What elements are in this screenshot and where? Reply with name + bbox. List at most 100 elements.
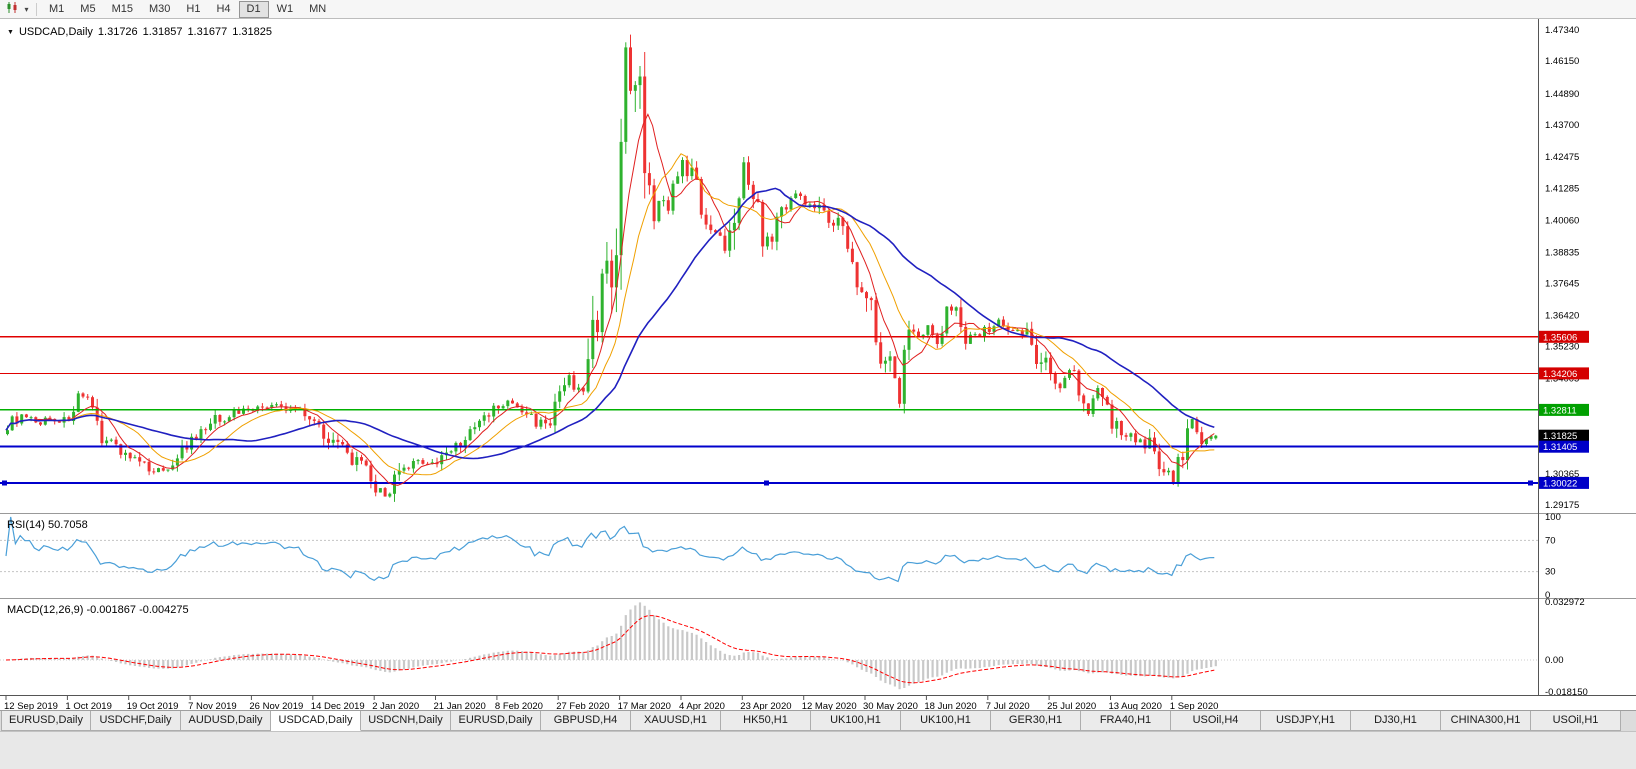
chart-type-dropdown-icon[interactable]: ▾	[21, 1, 32, 18]
svg-text:1.36420: 1.36420	[1545, 311, 1579, 322]
svg-text:1.41285: 1.41285	[1545, 183, 1579, 194]
chart-tab-usdcad-daily[interactable]: USDCAD,Daily	[271, 711, 361, 731]
timeframe-button-d1[interactable]: D1	[238, 0, 269, 18]
svg-text:8 Feb 2020: 8 Feb 2020	[495, 701, 543, 710]
svg-text:1.32811: 1.32811	[1543, 405, 1577, 416]
timeframe-button-m30[interactable]: M30	[141, 1, 178, 18]
svg-text:1.34206: 1.34206	[1543, 369, 1577, 380]
svg-text:1.47340: 1.47340	[1545, 25, 1579, 36]
svg-text:1.31825: 1.31825	[1543, 431, 1577, 442]
timeframe-button-h4[interactable]: H4	[208, 1, 238, 18]
svg-text:1.43700: 1.43700	[1545, 120, 1579, 131]
chart-tab-china300-h1[interactable]: CHINA300,H1	[1441, 711, 1531, 731]
chart-tab-hk50-h1[interactable]: HK50,H1	[721, 711, 811, 731]
chart-tab-gbpusd-h4[interactable]: GBPUSD,H4	[541, 711, 631, 731]
ohlc-close-value: 1.31825	[232, 26, 272, 38]
panel-separators	[0, 19, 1636, 696]
svg-text:17 Mar 2020: 17 Mar 2020	[618, 701, 671, 710]
collapse-chart-icon[interactable]: ▼	[7, 28, 14, 36]
svg-text:14 Dec 2019: 14 Dec 2019	[311, 701, 365, 710]
chart-tab-eurusd-daily[interactable]: EURUSD,Daily	[451, 711, 541, 731]
chart-tab-ger30-h1[interactable]: GER30,H1	[991, 711, 1081, 731]
timeframe-button-w1[interactable]: W1	[269, 1, 302, 18]
chart-tab-dj30-h1[interactable]: DJ30,H1	[1351, 711, 1441, 731]
horizontal-level-lines[interactable]	[0, 336, 1538, 486]
svg-text:4 Apr 2020: 4 Apr 2020	[679, 701, 725, 710]
timeframe-button-m5[interactable]: M5	[72, 1, 103, 18]
svg-text:1.40060: 1.40060	[1545, 215, 1579, 226]
macd-indicator-label: MACD(12,26,9) -0.001867 -0.004275	[7, 604, 189, 616]
svg-text:1.38835: 1.38835	[1545, 247, 1579, 258]
svg-text:1.46150: 1.46150	[1545, 56, 1579, 67]
svg-text:70: 70	[1545, 535, 1556, 546]
svg-text:26 Nov 2019: 26 Nov 2019	[249, 701, 303, 710]
ohlc-high-value: 1.31857	[142, 26, 183, 38]
svg-text:1.35606: 1.35606	[1543, 332, 1577, 343]
rsi-line	[5, 516, 1215, 583]
chart-tab-usdcnh-daily[interactable]: USDCNH,Daily	[361, 711, 451, 731]
svg-text:1.29175: 1.29175	[1545, 500, 1579, 511]
chart-tab-eurusd-daily[interactable]: EURUSD,Daily	[1, 711, 91, 731]
macd-panel	[0, 602, 1538, 690]
toolbar-separator	[36, 2, 37, 16]
chart-tab-xauusd-h1[interactable]: XAUUSD,H1	[631, 711, 721, 731]
chart-tab-audusd-daily[interactable]: AUDUSD,Daily	[181, 711, 271, 731]
chart-tab-usoil-h1[interactable]: USOil,H1	[1531, 711, 1621, 731]
svg-text:23 Apr 2020: 23 Apr 2020	[740, 701, 791, 710]
svg-text:1 Sep 2020: 1 Sep 2020	[1170, 701, 1219, 710]
time-axis[interactable]: 12 Sep 2019 1 Oct 2019 19 Oct 2019 7 Nov 20…	[4, 696, 1219, 712]
svg-text:1.42475: 1.42475	[1545, 152, 1579, 163]
chart-tab-bar: EURUSD,Daily USDCHF,Daily AUDUSD,Daily USDC…	[0, 710, 1636, 731]
chart-window: 12 Sep 2019 1 Oct 2019 19 Oct 2019 7 Nov 20…	[0, 19, 1636, 712]
chart-tab-uk100-h1[interactable]: UK100,H1	[811, 711, 901, 731]
svg-text:12 Sep 2019: 12 Sep 2019	[4, 701, 58, 710]
ohlc-open-value: 1.31726	[97, 26, 138, 38]
chart-tab-fra40-h1[interactable]: FRA40,H1	[1081, 711, 1171, 731]
svg-text:1.30022: 1.30022	[1543, 478, 1577, 489]
svg-text:30 May 2020: 30 May 2020	[863, 701, 918, 710]
status-bar	[0, 731, 1636, 769]
indicator-scales: 100 70 30 00.032972 0.00 -0.018150	[1545, 512, 1588, 698]
timeframe-toolbar: M1 M5 M15 M30 H1 H4 D1 W1 MN	[41, 0, 334, 19]
svg-text:1.44890: 1.44890	[1545, 89, 1579, 100]
svg-text:12 May 2020: 12 May 2020	[802, 701, 857, 710]
chart-tab-usdchf-daily[interactable]: USDCHF,Daily	[91, 711, 181, 731]
svg-text:0: 0	[1545, 590, 1550, 601]
rsi-indicator-label: RSI(14) 50.7058	[7, 519, 88, 531]
chart-tab-usdjpy-h1[interactable]: USDJPY,H1	[1261, 711, 1351, 731]
svg-text:100: 100	[1545, 512, 1561, 523]
svg-text:1.35230: 1.35230	[1545, 342, 1579, 353]
chart-canvas[interactable]: 12 Sep 2019 1 Oct 2019 19 Oct 2019 7 Nov 20…	[0, 19, 1636, 712]
ohlc-low-value: 1.31677	[187, 26, 228, 38]
timeframe-button-m1[interactable]: M1	[41, 1, 72, 18]
chart-tab-usoil-h4[interactable]: USOil,H4	[1171, 711, 1261, 731]
svg-text:0.00: 0.00	[1545, 655, 1564, 666]
svg-text:1.37645: 1.37645	[1545, 279, 1579, 290]
top-toolbar: ▾ M1 M5 M15 M30 H1 H4 D1 W1 MN	[0, 0, 1636, 19]
svg-text:21 Jan 2020: 21 Jan 2020	[434, 701, 486, 710]
rsi-panel	[0, 516, 1538, 583]
svg-text:7 Jul 2020: 7 Jul 2020	[986, 701, 1030, 710]
svg-text:1.31405: 1.31405	[1543, 442, 1577, 453]
svg-text:7 Nov 2019: 7 Nov 2019	[188, 701, 237, 710]
svg-text:30: 30	[1545, 567, 1556, 578]
svg-text:19 Oct 2019: 19 Oct 2019	[127, 701, 179, 710]
chart-tab-uk100-h1[interactable]: UK100,H1	[901, 711, 991, 731]
svg-text:1.30365: 1.30365	[1545, 469, 1579, 480]
chart-legend: ▼ USDCAD,Daily 1.31726 1.31857 1.31677 1…	[7, 26, 272, 38]
candlestick-chart-icon	[5, 1, 19, 17]
svg-text:-0.018150: -0.018150	[1545, 687, 1588, 698]
chart-symbol-label: USDCAD,Daily	[18, 26, 93, 38]
svg-text:25 Jul 2020: 25 Jul 2020	[1047, 701, 1096, 710]
chart-type-button[interactable]	[3, 1, 21, 18]
timeframe-button-h1[interactable]: H1	[178, 1, 208, 18]
svg-text:27 Feb 2020: 27 Feb 2020	[556, 701, 609, 710]
timeframe-button-m15[interactable]: M15	[104, 1, 141, 18]
svg-text:0.032972: 0.032972	[1545, 597, 1585, 608]
moving-average-lines	[5, 113, 1215, 486]
timeframe-button-mn[interactable]: MN	[301, 1, 334, 18]
svg-text:2 Jan 2020: 2 Jan 2020	[372, 701, 419, 710]
svg-text:1 Oct 2019: 1 Oct 2019	[65, 701, 111, 710]
